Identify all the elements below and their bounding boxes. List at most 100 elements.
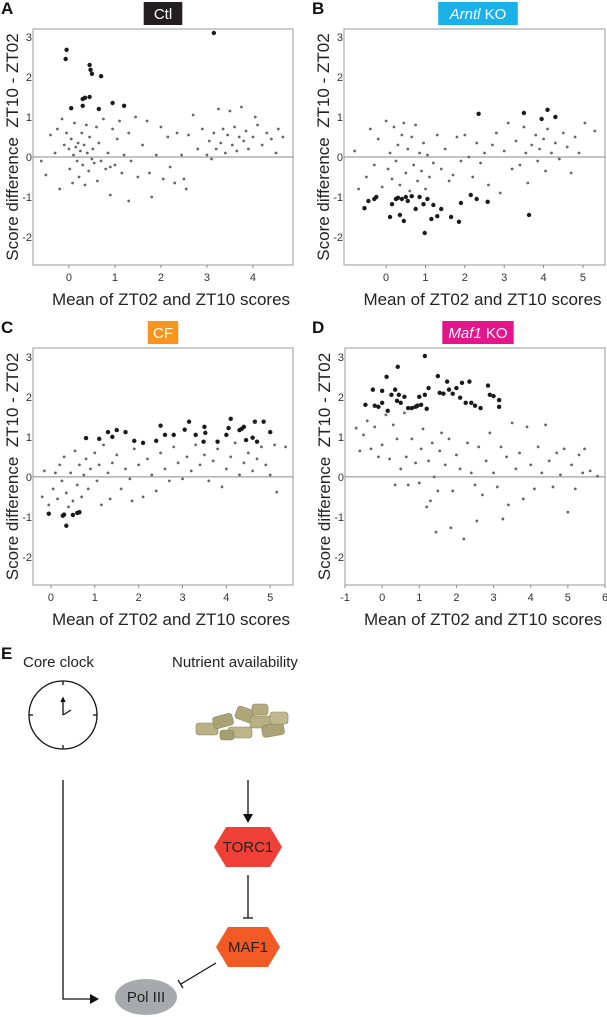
y-tick-label: 3 [338, 352, 344, 364]
data-point [422, 141, 425, 145]
data-point [583, 121, 587, 125]
data-point [358, 449, 362, 453]
data-point [435, 373, 441, 379]
panel-b: B Arntl KO 0 1 2 3 4 5 3 2 1 0 -1 -2 Mean of ZT02 and … [312, 0, 606, 309]
y-tick-label: 1 [338, 432, 344, 444]
data-point [69, 471, 73, 475]
data-point [425, 505, 429, 509]
data-point [92, 161, 96, 165]
data-point [175, 131, 179, 135]
y-tick-label: 0 [26, 152, 32, 164]
data-point [581, 471, 585, 475]
data-point [161, 177, 165, 181]
data-point [521, 110, 527, 116]
data-point [224, 432, 229, 438]
data-point [221, 127, 225, 131]
series-all [40, 441, 287, 509]
data-point [455, 453, 458, 457]
panel-letter-e: E [1, 644, 12, 663]
data-point [406, 483, 410, 487]
y-tick-label: 1 [26, 432, 32, 444]
y-tick-label: 0 [337, 152, 343, 164]
data-point [577, 453, 581, 457]
data-point [162, 432, 168, 438]
data-point [538, 147, 542, 151]
data-point [106, 151, 110, 155]
data-point [80, 495, 84, 499]
data-point [376, 137, 380, 141]
data-point [44, 173, 48, 177]
data-point [87, 62, 92, 68]
x-tick-label: 5 [267, 592, 273, 604]
data-point [451, 173, 455, 177]
data-point [75, 483, 79, 487]
x-tick-label: 6 [602, 592, 607, 604]
x-axis-label: Mean of ZT02 and ZT10 scores [364, 610, 602, 629]
data-point [88, 67, 93, 73]
data-point [521, 497, 525, 501]
panel-title-badge: Maf1 KO [442, 321, 514, 344]
data-point [210, 157, 213, 161]
data-point [64, 491, 68, 495]
data-point [447, 437, 451, 441]
x-tick-label: 1 [112, 272, 118, 284]
data-point [502, 149, 506, 153]
y-axis-label: Score difference ZT10 - ZT02 [314, 33, 333, 260]
data-point [540, 471, 544, 475]
scatter-panels: A Ctl 0 1 2 3 4 3 2 1 0 -1 -2 Mean of ZT02 and ZT10 s… [1, 0, 607, 629]
series-highlighted [63, 30, 217, 112]
data-point [492, 471, 495, 475]
y-tick-label: -2 [22, 552, 32, 564]
data-point [374, 194, 379, 200]
data-point [496, 404, 502, 410]
data-point [42, 469, 46, 473]
data-point [58, 187, 62, 191]
data-point [223, 151, 227, 155]
data-point [64, 47, 69, 52]
data-point [95, 125, 98, 129]
data-point [121, 103, 127, 109]
data-point [369, 447, 373, 451]
data-point [63, 56, 68, 62]
data-point [241, 424, 247, 430]
data-point [422, 392, 428, 398]
data-point [565, 145, 569, 149]
data-point [95, 479, 99, 483]
data-point [559, 473, 562, 477]
data-point [432, 475, 436, 479]
data-point [418, 402, 424, 408]
data-point [363, 402, 368, 408]
panel-title-text: KO [481, 6, 507, 23]
data-point [562, 447, 566, 451]
panel-c: C CF 0 1 2 3 4 5 3 2 1 0 -1 -2 Mean of ZT02 and ZT10 s… [1, 318, 294, 629]
data-point [429, 499, 432, 503]
data-point [80, 131, 84, 135]
data-point [104, 167, 108, 171]
data-point [536, 445, 540, 449]
data-point [235, 149, 239, 153]
data-point [403, 194, 409, 200]
clock-icon [28, 680, 98, 750]
data-point [505, 455, 508, 459]
panel-title: Ctl [154, 6, 172, 23]
data-point [265, 131, 269, 135]
data-point [435, 133, 439, 137]
data-point [49, 133, 52, 137]
data-point [583, 447, 586, 451]
data-point [115, 453, 119, 457]
data-point [479, 161, 483, 165]
y-tick-label: -1 [333, 192, 343, 204]
maf1-label: MAF1 [228, 939, 268, 956]
data-point [377, 455, 380, 459]
x-tick-label: 0 [379, 592, 385, 604]
data-point [228, 109, 232, 113]
data-point [89, 71, 95, 77]
data-point [240, 105, 243, 109]
data-point [396, 143, 400, 147]
data-point [357, 187, 360, 191]
series-highlighted [46, 416, 273, 528]
data-point [111, 127, 115, 131]
data-point [203, 430, 208, 436]
data-point [65, 131, 68, 135]
